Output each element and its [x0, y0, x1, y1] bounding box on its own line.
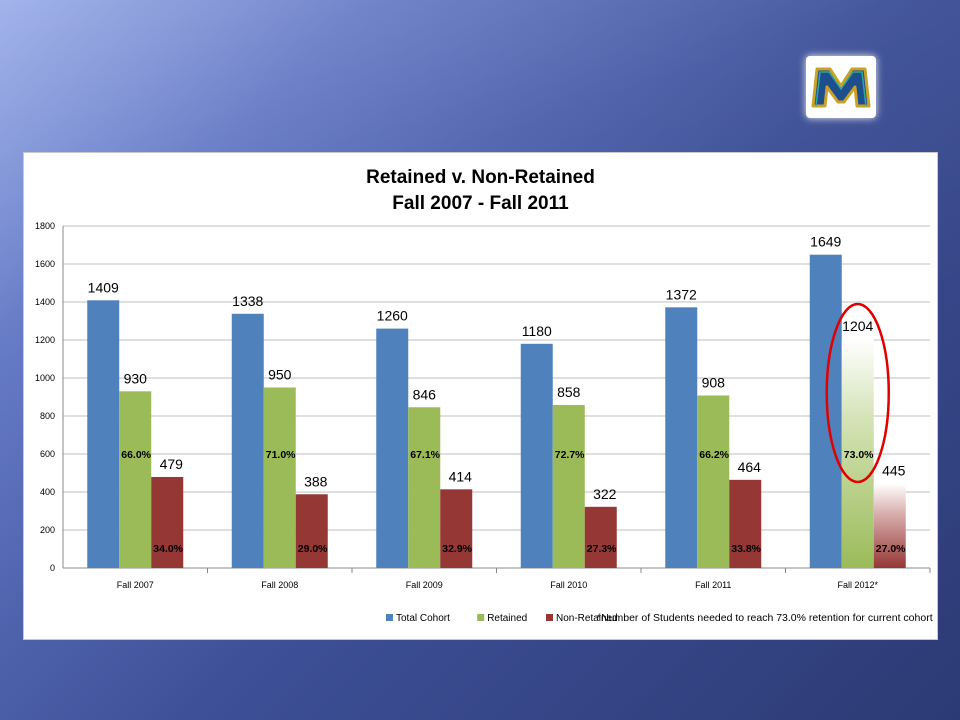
non-retained-value-label: 322	[593, 486, 617, 502]
retained-bar	[263, 387, 296, 568]
total-cohort-bar	[376, 328, 409, 568]
non-retained-value-label: 414	[449, 468, 473, 484]
retained-value-label: 908	[702, 374, 726, 390]
retained-legend-swatch	[477, 614, 485, 621]
y-tick-label: 1600	[35, 259, 55, 269]
retained-percent-label: 66.2%	[699, 449, 729, 461]
y-tick-label: 200	[40, 525, 55, 535]
bar-chart: 0 200 400 600 800 1000 1200 1400 1600 1800 1409 930…	[35, 221, 933, 624]
retained-legend-label: Retained	[487, 613, 527, 624]
total-cohort-bar	[665, 307, 698, 568]
y-tick-label: 400	[40, 487, 55, 497]
non-retained-bar	[729, 479, 762, 568]
non-retained-value-label: 479	[160, 456, 184, 472]
non-retained-bar	[873, 483, 906, 568]
y-tick-label: 0	[50, 563, 55, 573]
total-cohort-legend-label: Total Cohort	[396, 613, 450, 624]
retained-percent-label: 72.7%	[555, 449, 585, 461]
retained-percent-label: 67.1%	[410, 449, 440, 461]
retained-percent-label: 71.0%	[266, 449, 296, 461]
non-retained-value-label: 464	[738, 459, 762, 475]
x-tick-label: Fall 2012*	[837, 580, 878, 590]
footnote: *Number of Students needed to reach 73.0…	[597, 612, 933, 624]
non-retained-bar	[584, 506, 617, 568]
chart-subtitle: Fall 2007 - Fall 2011	[392, 193, 569, 214]
y-tick-label: 600	[40, 449, 55, 459]
non-retained-percent-label: 34.0%	[153, 543, 183, 555]
total-cohort-legend-swatch	[386, 614, 393, 621]
retained-value-label: 858	[557, 384, 581, 400]
total-cohort-bar	[87, 300, 120, 568]
school-logo-icon	[811, 67, 871, 108]
non-retained-legend-label: Non-Retained	[556, 613, 618, 624]
retained-bar	[697, 395, 730, 568]
total-cohort-bar	[520, 343, 553, 568]
x-tick-label: Fall 2009	[406, 580, 443, 590]
x-tick-label: Fall 2007	[117, 580, 154, 590]
total-cohort-value-label: 1409	[88, 279, 119, 295]
retained-bar	[841, 339, 874, 568]
x-tick-label: Fall 2008	[261, 580, 298, 590]
chart-title: Retained v. Non-Retained	[366, 167, 595, 188]
x-tick-label: Fall 2010	[550, 580, 587, 590]
total-cohort-value-label: 1338	[232, 293, 263, 309]
retained-value-label: 846	[413, 386, 437, 402]
retained-value-label: 950	[268, 367, 292, 383]
y-tick-label: 1800	[35, 221, 55, 231]
school-logo	[806, 56, 876, 118]
y-tick-label: 1400	[35, 297, 55, 307]
y-tick-label: 1000	[35, 373, 55, 383]
retained-percent-label: 66.0%	[121, 449, 151, 461]
non-retained-bar	[151, 476, 184, 568]
non-retained-percent-label: 27.3%	[587, 543, 617, 555]
non-retained-value-label: 445	[882, 462, 906, 478]
non-retained-percent-label: 32.9%	[442, 543, 472, 555]
retained-bar	[552, 404, 585, 568]
y-tick-label: 1200	[35, 335, 55, 345]
non-retained-percent-label: 33.8%	[731, 543, 761, 555]
total-cohort-value-label: 1260	[377, 308, 408, 324]
highlight-ellipse	[825, 302, 890, 484]
retained-value-label: 1204	[842, 318, 873, 334]
total-cohort-bar	[809, 254, 842, 568]
y-tick-label: 800	[40, 411, 55, 421]
non-retained-bar	[440, 489, 473, 568]
non-retained-bar	[295, 494, 328, 568]
total-cohort-value-label: 1372	[666, 286, 697, 302]
total-cohort-bar	[231, 313, 264, 568]
total-cohort-value-label: 1180	[522, 323, 552, 339]
total-cohort-value-label: 1649	[810, 234, 841, 250]
retained-value-label: 930	[124, 370, 148, 386]
x-tick-label: Fall 2011	[695, 580, 731, 590]
non-retained-legend-swatch	[546, 614, 553, 621]
chart-panel: Retained v. Non-Retained Fall 2007 - Fal…	[23, 152, 938, 640]
non-retained-percent-label: 29.0%	[298, 543, 328, 555]
retained-bar	[408, 407, 441, 568]
non-retained-value-label: 388	[304, 473, 328, 489]
non-retained-percent-label: 27.0%	[876, 543, 906, 555]
retained-percent-label: 73.0%	[844, 449, 874, 461]
retained-bar	[119, 391, 152, 568]
